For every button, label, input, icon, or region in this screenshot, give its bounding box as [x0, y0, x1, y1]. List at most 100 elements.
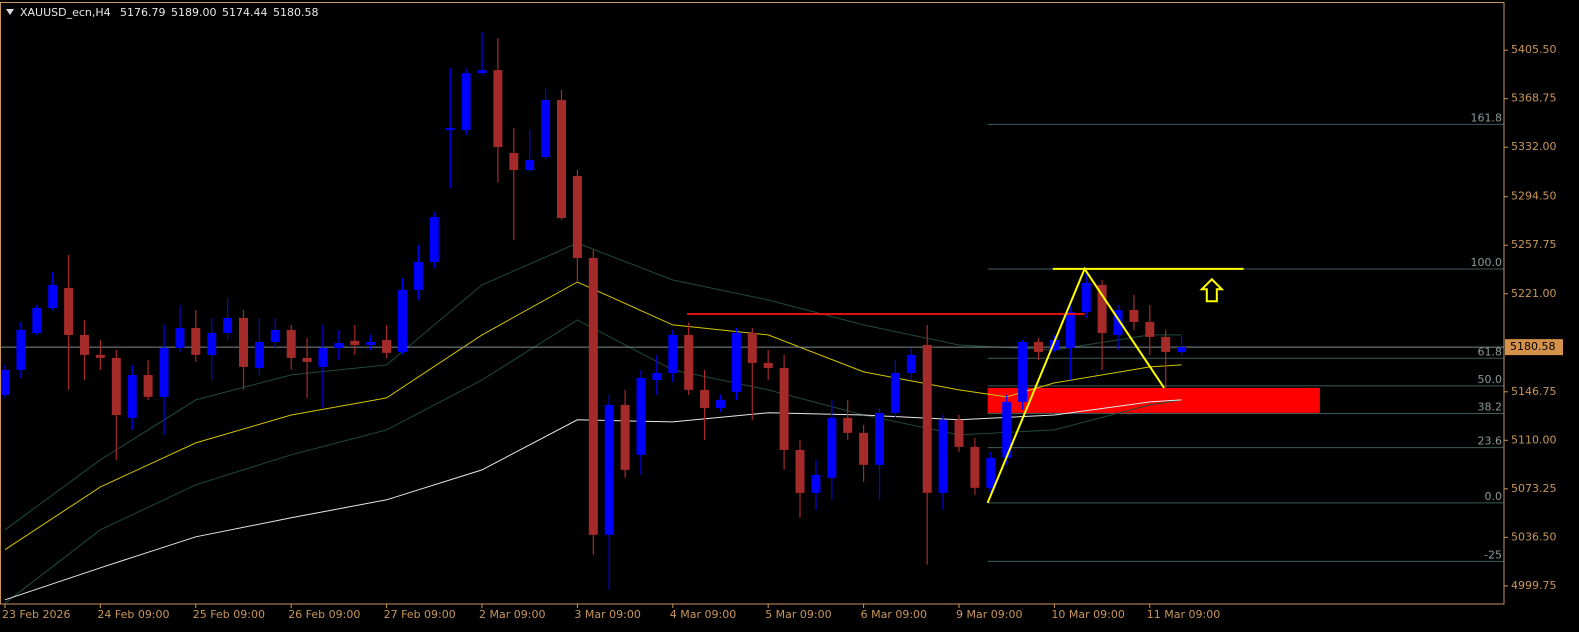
candle-body [398, 289, 407, 352]
y-tick-label: 5073.25 [1511, 482, 1557, 495]
candle-body [302, 357, 312, 362]
candle-body [922, 344, 932, 493]
y-tick-label: 5110.00 [1511, 433, 1557, 446]
candle-body [0, 369, 10, 395]
candle-body [509, 153, 519, 171]
candle-body [795, 449, 805, 493]
candle-body [318, 347, 328, 367]
candle-body [843, 417, 853, 433]
candle-body [716, 399, 725, 408]
candle-body [731, 332, 741, 392]
fib-label: 0.0 [1485, 490, 1503, 503]
candle-body [270, 329, 280, 342]
candle-body [636, 377, 646, 455]
candle-body [604, 404, 614, 535]
x-tick-label: 5 Mar 09:00 [765, 608, 831, 621]
candle-body [413, 261, 423, 290]
candle-body [64, 287, 74, 335]
y-tick-label: 5036.50 [1511, 530, 1557, 543]
candle-body [445, 128, 455, 131]
candle-body [32, 308, 42, 333]
x-tick-label: 4 Mar 09:00 [670, 608, 736, 621]
plot-area: 161.8 100.0 61.8 50.0 38.2 23.6 0.0 -25 [0, 32, 1504, 604]
candle-body [875, 412, 884, 465]
candle-body [334, 343, 344, 348]
fib-label: 38.2 [1478, 401, 1503, 414]
y-tick-label: 5368.75 [1511, 92, 1557, 105]
candle-body [747, 332, 757, 363]
candle-body [1113, 309, 1123, 335]
candle-body [1081, 282, 1091, 312]
candle-body [111, 357, 121, 415]
candle-body [970, 446, 980, 488]
candle-body [286, 329, 296, 358]
candle-body [350, 340, 360, 345]
candle-body [254, 341, 264, 368]
y-tick-label: 4999.75 [1511, 579, 1557, 592]
x-tick-label: 24 Feb 09:00 [97, 608, 169, 621]
y-tick-label: 5221.00 [1511, 287, 1557, 300]
candle-body [779, 367, 789, 450]
candle-body [668, 334, 678, 373]
candle-body [1002, 401, 1012, 458]
candle-body [700, 389, 710, 408]
fib-label: 161.8 [1471, 111, 1503, 124]
candle-body [1145, 322, 1155, 337]
moving-average [4, 281, 1182, 551]
x-tick-label: 11 Mar 09:00 [1147, 608, 1220, 621]
candle-body [175, 327, 185, 348]
candle-body [1018, 341, 1028, 402]
candle-body [1161, 336, 1171, 352]
x-tick-label: 25 Feb 09:00 [193, 608, 265, 621]
candle-body [207, 332, 217, 355]
candle-body [1065, 311, 1075, 348]
ohlc-open: 5176.79 [120, 6, 166, 19]
candle-body [827, 417, 837, 478]
candle-body [223, 317, 233, 333]
candle-body [1129, 309, 1139, 323]
candle-body [859, 432, 869, 465]
up-arrow [1199, 277, 1225, 303]
candle-body [1177, 347, 1187, 353]
fib-label: 100.0 [1471, 256, 1503, 269]
y-tick-label: 5146.75 [1511, 385, 1557, 398]
candle-body [80, 334, 89, 355]
candle-body [652, 372, 662, 380]
x-tick-label: 27 Feb 09:00 [384, 608, 456, 621]
candle-body [48, 284, 58, 309]
ohlc-high: 5189.00 [171, 6, 217, 19]
y-tick-label: 5257.75 [1511, 238, 1557, 251]
candle-body [525, 160, 535, 171]
x-tick-label: 2 Mar 09:00 [479, 608, 545, 621]
candle-body [1034, 341, 1043, 352]
candle-body [684, 334, 694, 390]
candle-body [143, 374, 153, 397]
candle-body [239, 317, 248, 367]
ohlc-low: 5174.44 [222, 6, 268, 19]
fib-label: 23.6 [1478, 435, 1503, 448]
x-tick-label: 23 Feb 2026 [2, 608, 70, 621]
candle-body [954, 419, 964, 447]
candle-body [986, 457, 996, 488]
ohlc-close: 5180.58 [273, 6, 319, 19]
x-tick-label: 3 Mar 09:00 [574, 608, 640, 621]
candle-body [159, 347, 169, 397]
candle-body [477, 70, 487, 74]
candle-body [557, 100, 566, 218]
x-tick-label: 6 Mar 09:00 [861, 608, 927, 621]
candle-body [1097, 284, 1107, 333]
candle-body [938, 419, 948, 493]
candle-body [1049, 339, 1059, 350]
candle-body [16, 329, 26, 370]
price-tag [1505, 339, 1563, 356]
candle-body [906, 354, 916, 373]
candle-body [890, 372, 900, 413]
fib-label: -25 [1484, 548, 1502, 561]
candle-body [191, 327, 201, 355]
symbol-menu-icon[interactable] [6, 9, 14, 15]
candle-body [461, 73, 471, 131]
fib-label: 61.8 [1478, 345, 1503, 358]
candle-body [620, 404, 630, 470]
